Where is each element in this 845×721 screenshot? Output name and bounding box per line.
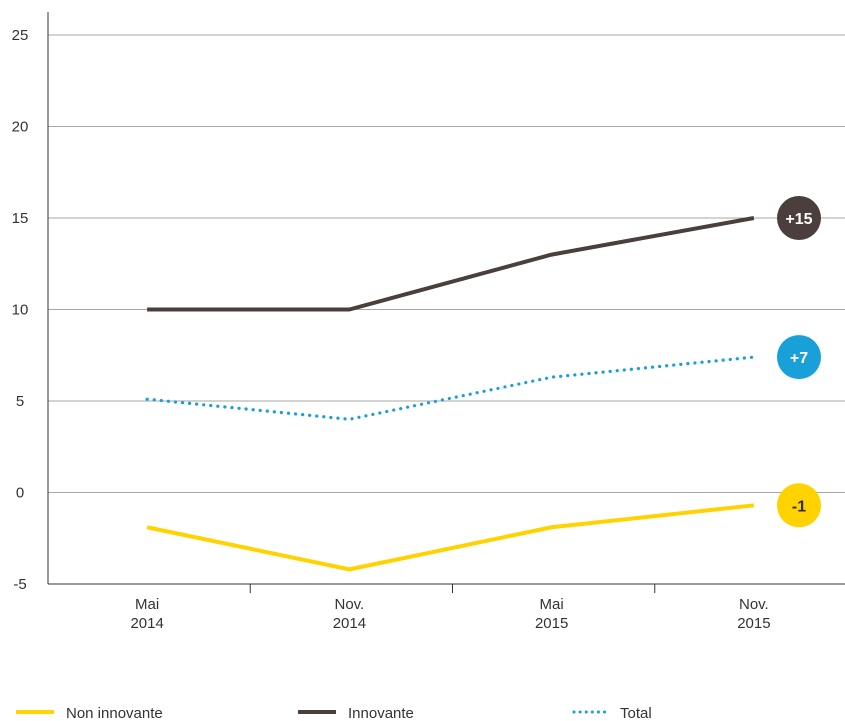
x-tick-label: 2014 bbox=[333, 615, 366, 632]
series-line-non-innovante bbox=[146, 503, 755, 572]
badge-innovante: +15 bbox=[777, 196, 821, 240]
legend-label: Innovante bbox=[348, 705, 414, 721]
y-tick-label: 5 bbox=[16, 393, 24, 410]
x-tick-label: Nov. bbox=[335, 596, 365, 613]
x-tick-label: 2015 bbox=[535, 615, 568, 632]
grid-layer bbox=[48, 34, 845, 493]
badge-total: +7 bbox=[777, 335, 821, 380]
x-tick-label: 2014 bbox=[130, 615, 163, 632]
legend-label: Non innovante bbox=[66, 705, 163, 721]
series-layer bbox=[145, 216, 756, 572]
x-tick-label: Mai bbox=[540, 596, 564, 613]
axis-layer: -5 0 5 10 15 20 25 Mai 2014 Nov. 2014 Mai 2015 Nov. 20… bbox=[12, 12, 845, 632]
legend-item-non-innovante: Non innovante bbox=[16, 705, 163, 721]
series-line-innovante bbox=[147, 216, 755, 312]
badge-layer: -1 +15 +7 bbox=[777, 196, 821, 528]
badge-label: -1 bbox=[792, 498, 806, 515]
badge-label: +7 bbox=[790, 350, 808, 367]
y-tick-label: -5 bbox=[13, 576, 26, 593]
series-line-total bbox=[145, 355, 756, 421]
y-tick-label: 25 bbox=[12, 27, 29, 44]
y-tick-label: 15 bbox=[12, 210, 29, 227]
legend-item-innovante: Innovante bbox=[298, 705, 414, 721]
x-tick-label: Mai bbox=[135, 596, 159, 613]
badge-label: +15 bbox=[785, 211, 812, 228]
y-tick-label: 0 bbox=[16, 485, 24, 502]
y-tick-label: 10 bbox=[12, 302, 29, 319]
badge-non-innovante: -1 bbox=[777, 483, 821, 528]
x-tick-label: Nov. bbox=[739, 596, 769, 613]
badge-circle bbox=[777, 196, 821, 240]
x-tick-label: 2015 bbox=[737, 615, 770, 632]
legend-label: Total bbox=[620, 705, 652, 721]
badge-circle bbox=[777, 335, 821, 380]
legend-item-total: Total bbox=[572, 705, 652, 721]
y-tick-label: 20 bbox=[12, 119, 29, 136]
legend: Non innovante Innovante Total bbox=[16, 705, 652, 721]
badge-circle bbox=[777, 483, 821, 528]
